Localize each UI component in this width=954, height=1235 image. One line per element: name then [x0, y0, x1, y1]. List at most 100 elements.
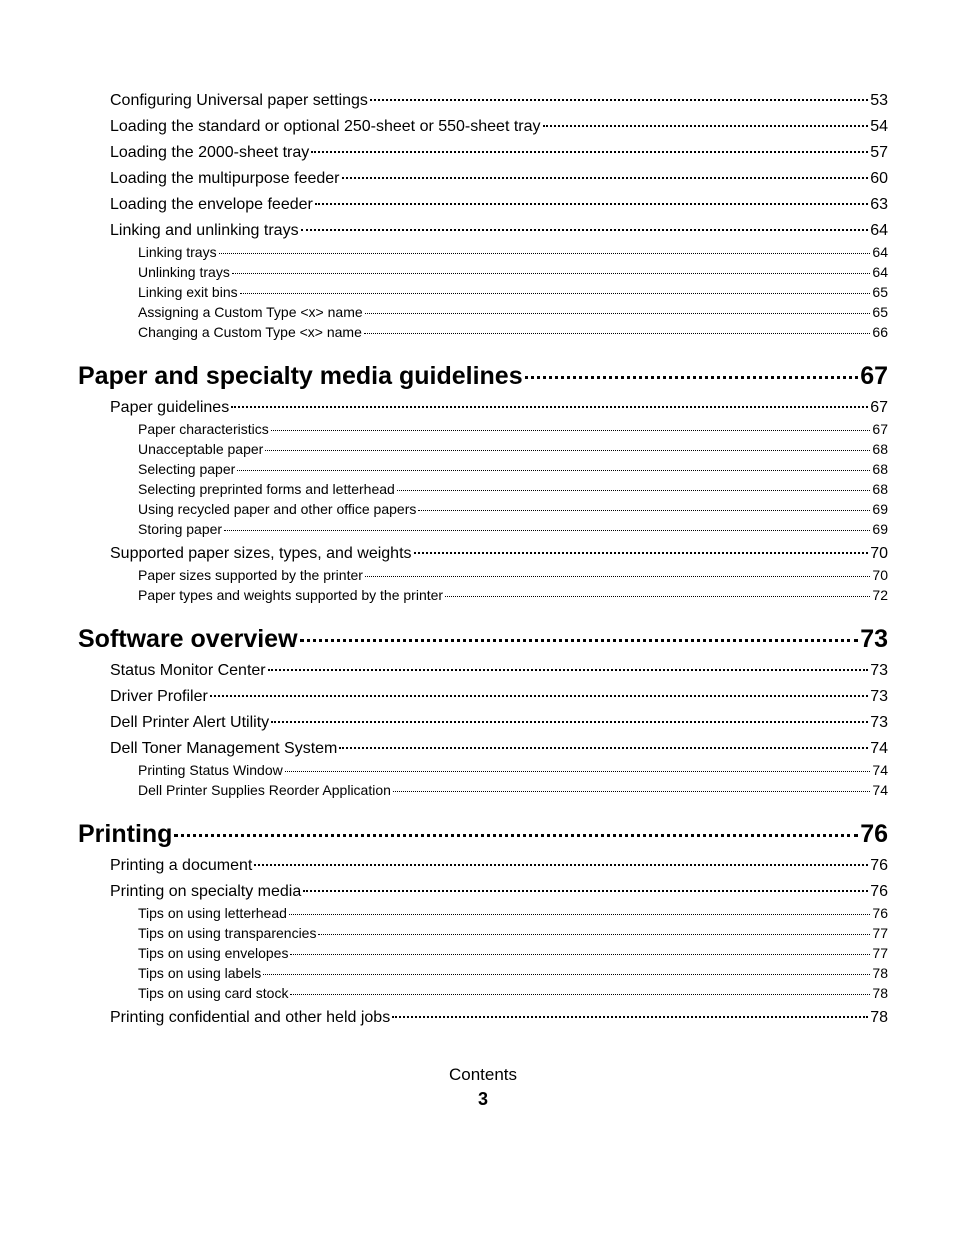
toc-entry-title: Unacceptable paper — [138, 441, 263, 457]
toc-entry-title: Tips on using labels — [138, 965, 261, 981]
toc-entry-page: 78 — [872, 965, 888, 981]
toc-entry-page: 77 — [872, 945, 888, 961]
toc-entry: Storing paper69 — [138, 521, 888, 537]
toc-entry: Printing on specialty media76 — [110, 883, 888, 901]
toc-entry-page: 76 — [872, 905, 888, 921]
toc-leader-dots — [210, 695, 868, 697]
toc-leader-dots — [232, 273, 871, 274]
toc-leader-dots — [414, 552, 869, 554]
toc-leader-dots — [392, 1016, 868, 1018]
toc-entry: Driver Profiler 73 — [110, 688, 888, 706]
toc-leader-dots — [271, 721, 868, 723]
toc-entry-title: Paper sizes supported by the printer — [138, 567, 363, 583]
toc-entry-title: Software overview — [78, 625, 298, 654]
toc-leader-dots — [342, 177, 869, 179]
toc-entry: Dell Printer Alert Utility 73 — [110, 714, 888, 732]
toc-entry: Paper characteristics67 — [138, 421, 888, 437]
toc-leader-dots — [525, 376, 859, 379]
toc-entry: Unacceptable paper68 — [138, 441, 888, 457]
toc-leader-dots — [393, 791, 871, 792]
toc-entry-page: 65 — [872, 284, 888, 300]
toc-entry-page: 78 — [870, 1009, 888, 1027]
toc-entry-title: Tips on using card stock — [138, 985, 288, 1001]
toc-entry: Selecting preprinted forms and letterhea… — [138, 481, 888, 497]
toc-entry-title: Driver Profiler — [110, 688, 208, 706]
toc-entry-title: Storing paper — [138, 521, 222, 537]
toc-leader-dots — [300, 639, 859, 642]
toc-entry: Assigning a Custom Type <x> name 65 — [138, 304, 888, 320]
toc-entry: Loading the multipurpose feeder 60 — [110, 170, 888, 188]
toc-entry-page: 57 — [870, 144, 888, 162]
toc-entry-title: Assigning a Custom Type <x> name — [138, 304, 363, 320]
toc-entry-page: 69 — [872, 501, 888, 517]
toc-leader-dots — [265, 450, 870, 451]
toc-entry-title: Loading the multipurpose feeder — [110, 170, 340, 188]
footer-page-number: 3 — [78, 1089, 888, 1110]
toc-entry-page: 68 — [872, 481, 888, 497]
toc-entry-title: Selecting preprinted forms and letterhea… — [138, 481, 395, 497]
toc-entry-title: Loading the standard or optional 250-she… — [110, 118, 541, 136]
toc-leader-dots — [303, 890, 868, 892]
toc-entry-page: 64 — [870, 222, 888, 240]
toc-entry-page: 66 — [872, 324, 888, 340]
toc-entry-title: Printing Status Window — [138, 762, 283, 778]
toc-entry-page: 68 — [872, 461, 888, 477]
toc-leader-dots — [254, 864, 868, 866]
toc-entry-page: 63 — [870, 196, 888, 214]
toc-entry: Paper sizes supported by the printer70 — [138, 567, 888, 583]
toc-leader-dots — [237, 470, 870, 471]
page-footer: Contents 3 — [78, 1065, 888, 1110]
toc-leader-dots — [315, 203, 868, 205]
toc-entry: Selecting paper68 — [138, 461, 888, 477]
toc-leader-dots — [301, 229, 869, 231]
toc-leader-dots — [543, 125, 869, 127]
toc-entry: Linking trays64 — [138, 244, 888, 260]
toc-entry-title: Loading the 2000-sheet tray — [110, 144, 309, 162]
toc-entry-page: 64 — [872, 244, 888, 260]
toc-entry: Loading the 2000-sheet tray 57 — [110, 144, 888, 162]
toc-entry-page: 54 — [870, 118, 888, 136]
toc-entry-title: Changing a Custom Type <x> name — [138, 324, 362, 340]
toc-entry-page: 76 — [860, 820, 888, 849]
toc-entry: Paper and specialty media guidelines67 — [78, 362, 888, 391]
toc-leader-dots — [174, 834, 858, 837]
toc-leader-dots — [271, 430, 871, 431]
toc-entry: Printing76 — [78, 820, 888, 849]
toc-leader-dots — [365, 313, 871, 314]
toc-entry-title: Tips on using envelopes — [138, 945, 288, 961]
toc-entry-page: 64 — [872, 264, 888, 280]
toc-entry: Tips on using labels 78 — [138, 965, 888, 981]
toc-entry: Linking exit bins65 — [138, 284, 888, 300]
toc-entry: Changing a Custom Type <x> name 66 — [138, 324, 888, 340]
toc-entry-page: 70 — [870, 545, 888, 563]
toc-entry-page: 73 — [870, 688, 888, 706]
toc-entry-page: 74 — [872, 762, 888, 778]
toc-entry-page: 73 — [870, 714, 888, 732]
toc-entry: Loading the envelope feeder 63 — [110, 196, 888, 214]
toc-leader-dots — [219, 253, 871, 254]
toc-entry: Configuring Universal paper settings53 — [110, 92, 888, 110]
toc-entry-page: 65 — [872, 304, 888, 320]
toc-leader-dots — [370, 99, 868, 101]
toc-entry-page: 73 — [870, 662, 888, 680]
toc-entry-title: Printing confidential and other held job… — [110, 1009, 390, 1027]
toc-entry-title: Paper types and weights supported by the… — [138, 587, 443, 603]
toc-entry: Printing Status Window 74 — [138, 762, 888, 778]
toc-entry-title: Status Monitor Center — [110, 662, 266, 680]
toc-entry-page: 67 — [870, 399, 888, 417]
toc-leader-dots — [365, 576, 871, 577]
toc-entry: Status Monitor Center 73 — [110, 662, 888, 680]
toc-entry: Tips on using letterhead76 — [138, 905, 888, 921]
toc-entry-title: Dell Printer Alert Utility — [110, 714, 269, 732]
toc-leader-dots — [240, 293, 871, 294]
toc-leader-dots — [418, 510, 870, 511]
toc-entry: Paper types and weights supported by the… — [138, 587, 888, 603]
toc-leader-dots — [268, 669, 869, 671]
toc-entry-page: 60 — [870, 170, 888, 188]
toc-leader-dots — [339, 747, 868, 749]
toc-entry-title: Dell Printer Supplies Reorder Applicatio… — [138, 782, 391, 798]
toc-entry-title: Loading the envelope feeder — [110, 196, 313, 214]
toc-entry-page: 77 — [872, 925, 888, 941]
toc-entry-title: Supported paper sizes, types, and weight… — [110, 545, 412, 563]
toc-leader-dots — [289, 914, 871, 915]
